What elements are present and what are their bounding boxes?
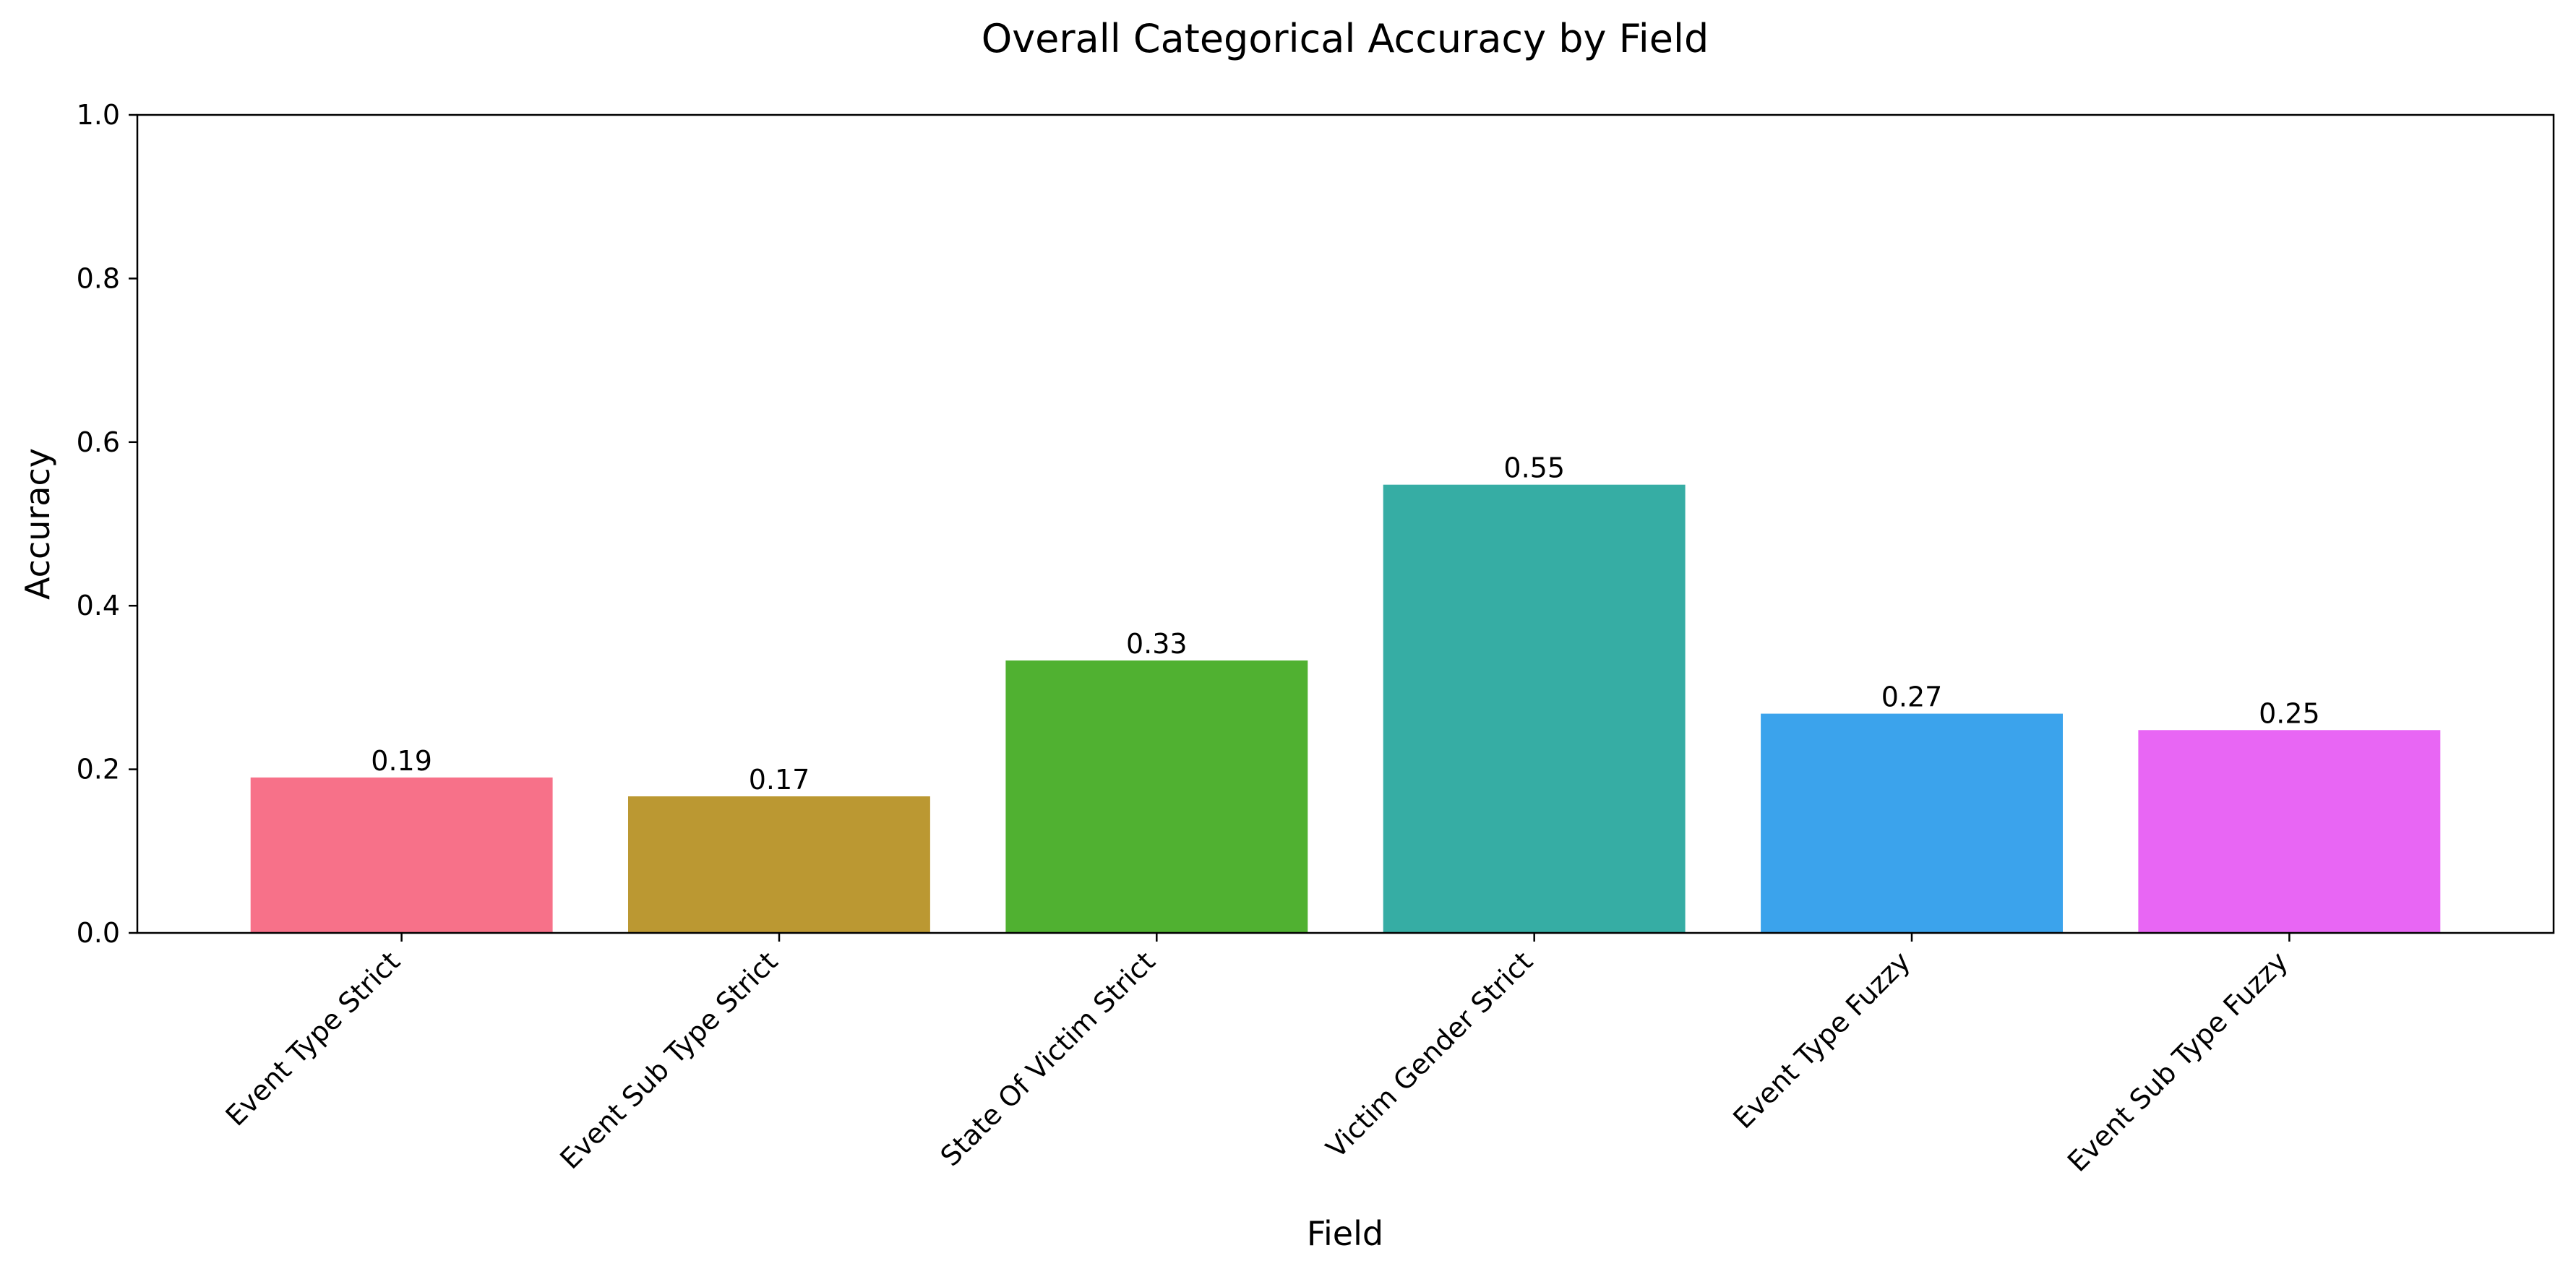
y-tick-label-2: 0.4 bbox=[77, 590, 120, 621]
x-tick-label-3: State Of Victim Strict bbox=[935, 945, 1162, 1172]
bar-value-label-4: 0.55 bbox=[1503, 452, 1565, 484]
x-axis-label: Field bbox=[1307, 1214, 1383, 1253]
bar-4 bbox=[1383, 484, 1686, 933]
y-tick-label-0: 0.0 bbox=[77, 917, 120, 949]
y-tick-label-5: 1.0 bbox=[77, 99, 120, 131]
bar-value-label-6: 0.25 bbox=[2259, 697, 2320, 729]
y-tick-label-4: 0.8 bbox=[77, 262, 120, 294]
x-tick-label-1: Event Type Strict bbox=[220, 945, 406, 1132]
bar-value-label-5: 0.27 bbox=[1881, 681, 1943, 713]
bar-value-label-3: 0.33 bbox=[1126, 628, 1188, 660]
x-tick-label-2: Event Sub Type Strict bbox=[554, 945, 783, 1175]
bar-5 bbox=[1761, 713, 2063, 933]
x-tick-label-4: Victim Gender Strict bbox=[1320, 945, 1539, 1164]
y-tick-label-1: 0.2 bbox=[77, 754, 120, 786]
bar-1 bbox=[250, 777, 553, 933]
plot-frame bbox=[136, 113, 2555, 934]
x-tick-label-5: Event Type Fuzzy bbox=[1727, 945, 1916, 1135]
bar-6 bbox=[2138, 730, 2441, 933]
plot-area: 0.19 0.17 0.33 0.55 0.27 0.25 0.0 0.2 0.4 0.6 0.8 1… bbox=[77, 99, 2555, 1178]
bar-2 bbox=[628, 796, 930, 933]
bar-value-label-1: 0.19 bbox=[371, 745, 432, 777]
x-tick-label-6: Event Sub Type Fuzzy bbox=[2061, 945, 2294, 1178]
y-tick-label-3: 0.6 bbox=[77, 426, 120, 458]
bar-value-label-2: 0.17 bbox=[749, 764, 810, 796]
bar-3 bbox=[1005, 660, 1308, 933]
y-axis-label: Accuracy bbox=[18, 448, 57, 600]
chart-title: Overall Categorical Accuracy by Field bbox=[982, 16, 1709, 61]
